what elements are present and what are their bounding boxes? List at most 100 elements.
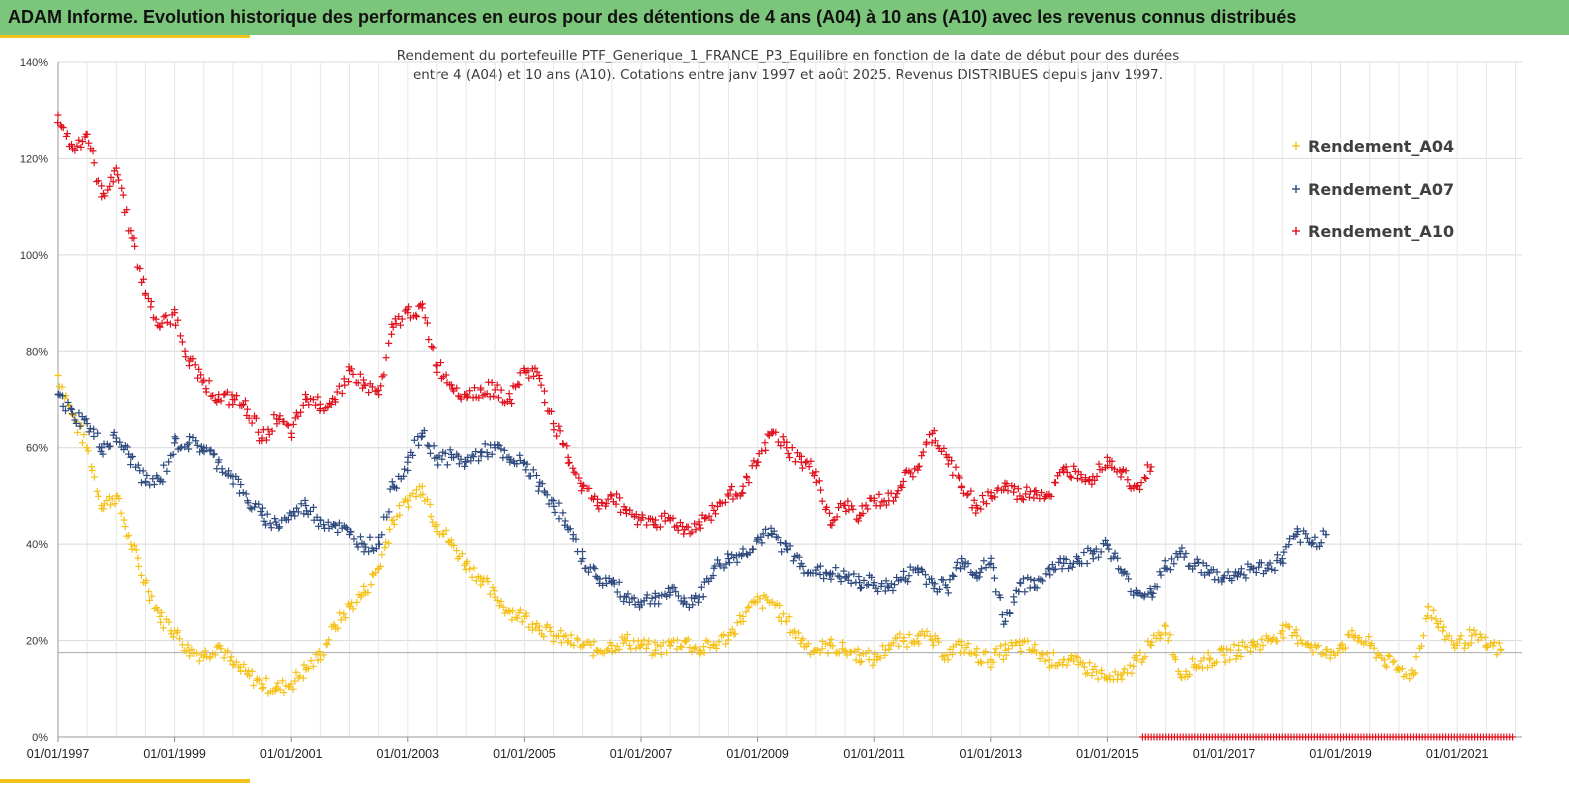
data-point-A07	[1030, 577, 1038, 585]
data-point-A04	[967, 650, 975, 658]
data-point-A04	[349, 605, 357, 613]
data-point-A04	[684, 635, 692, 643]
data-point-A04	[213, 643, 221, 651]
data-point-A10	[98, 193, 106, 201]
data-point-A04	[779, 610, 787, 618]
data-point-A04	[244, 667, 252, 675]
data-point-A07	[559, 509, 567, 517]
data-point-A07	[663, 592, 671, 600]
x-tick-label: 01/01/2007	[610, 747, 673, 761]
data-point-A10	[107, 173, 115, 181]
data-point-A07	[1246, 566, 1254, 574]
data-point-A04	[1362, 638, 1370, 646]
data-point-A04	[893, 634, 901, 642]
data-point-A04	[169, 633, 177, 641]
data-point-A04	[700, 649, 708, 657]
data-point-A07	[313, 513, 321, 521]
data-point-A07	[1231, 568, 1239, 576]
data-point-A07	[1089, 555, 1097, 563]
data-point-A04	[334, 624, 342, 632]
data-point-A04	[386, 525, 394, 533]
data-point-A07	[475, 457, 483, 465]
data-point-A07	[1019, 575, 1027, 583]
data-point-A07	[209, 451, 217, 459]
data-point-A07	[697, 583, 705, 591]
data-point-A04	[353, 598, 361, 606]
data-point-A04	[74, 428, 82, 436]
data-point-A07	[1255, 563, 1263, 571]
data-point-A07	[582, 564, 590, 572]
data-point-A04	[791, 627, 799, 635]
data-point-A04	[1341, 644, 1349, 652]
data-point-A07	[461, 462, 469, 470]
data-point-A04	[518, 618, 526, 626]
data-point-A07	[334, 528, 342, 536]
data-point-A04	[364, 589, 372, 597]
data-point-A07	[1273, 551, 1281, 559]
data-point-A04	[440, 530, 448, 538]
banner-title: ADAM Informe. Evolution historique des p…	[8, 7, 1297, 27]
data-point-A04	[570, 641, 578, 649]
data-point-A04	[514, 614, 522, 622]
data-point-A04	[271, 687, 279, 695]
data-point-A10	[73, 142, 81, 150]
data-point-A04	[644, 640, 652, 648]
banner-accent-bar	[0, 35, 250, 38]
data-point-A04	[176, 635, 184, 643]
data-point-A04	[775, 613, 783, 621]
data-point-A04	[839, 639, 847, 647]
data-point-A04	[579, 640, 587, 648]
data-point-A07	[186, 433, 194, 441]
data-point-A04	[712, 644, 720, 652]
data-point-A07	[952, 564, 960, 572]
data-point-A04	[1314, 642, 1322, 650]
data-point-A04	[165, 618, 173, 626]
data-point-A04	[720, 631, 728, 639]
data-point-A04	[289, 685, 297, 693]
data-point-A07	[294, 508, 302, 516]
data-point-A04	[1461, 639, 1469, 647]
data-point-A07	[930, 584, 938, 592]
data-point-A04	[1402, 671, 1410, 679]
x-tick-label: 01/01/2001	[260, 747, 323, 761]
data-point-A04	[83, 444, 91, 452]
data-point-A07	[964, 560, 972, 568]
y-tick-label: 0%	[32, 732, 48, 744]
data-point-A07	[401, 465, 409, 473]
data-point-A04	[547, 627, 555, 635]
data-point-A04	[154, 606, 162, 614]
data-point-A07	[1033, 584, 1041, 592]
data-point-A04	[632, 644, 640, 652]
data-point-A04	[1337, 641, 1345, 649]
data-point-A07	[251, 503, 259, 511]
data-point-A07	[378, 531, 386, 539]
data-point-A07	[410, 436, 418, 444]
data-point-A04	[120, 516, 128, 524]
data-point-A04	[309, 662, 317, 670]
data-point-A10	[54, 111, 62, 119]
data-point-A04	[1368, 640, 1376, 648]
data-point-A04	[372, 569, 380, 577]
data-point-A04	[1130, 662, 1138, 670]
data-point-A04	[1113, 675, 1121, 683]
data-point-A04	[852, 656, 860, 664]
data-point-A04	[1453, 639, 1461, 647]
data-point-A04	[499, 603, 507, 611]
data-point-A04	[776, 601, 784, 609]
data-point-A07	[1280, 548, 1288, 556]
data-point-A07	[1163, 565, 1171, 573]
data-point-A04	[1277, 629, 1285, 637]
data-point-A07	[461, 458, 469, 466]
data-point-A04	[977, 659, 985, 667]
data-point-A07	[882, 577, 890, 585]
data-point-A04	[1417, 642, 1425, 650]
data-point-A07	[94, 429, 102, 437]
data-point-A07	[852, 578, 860, 586]
data-point-A07	[770, 527, 778, 535]
data-point-A07	[199, 447, 207, 455]
data-point-A07	[1153, 583, 1161, 591]
data-point-A04	[217, 645, 225, 653]
data-point-A07	[680, 594, 688, 602]
data-point-A04	[533, 619, 541, 627]
data-point-A07	[309, 503, 317, 511]
